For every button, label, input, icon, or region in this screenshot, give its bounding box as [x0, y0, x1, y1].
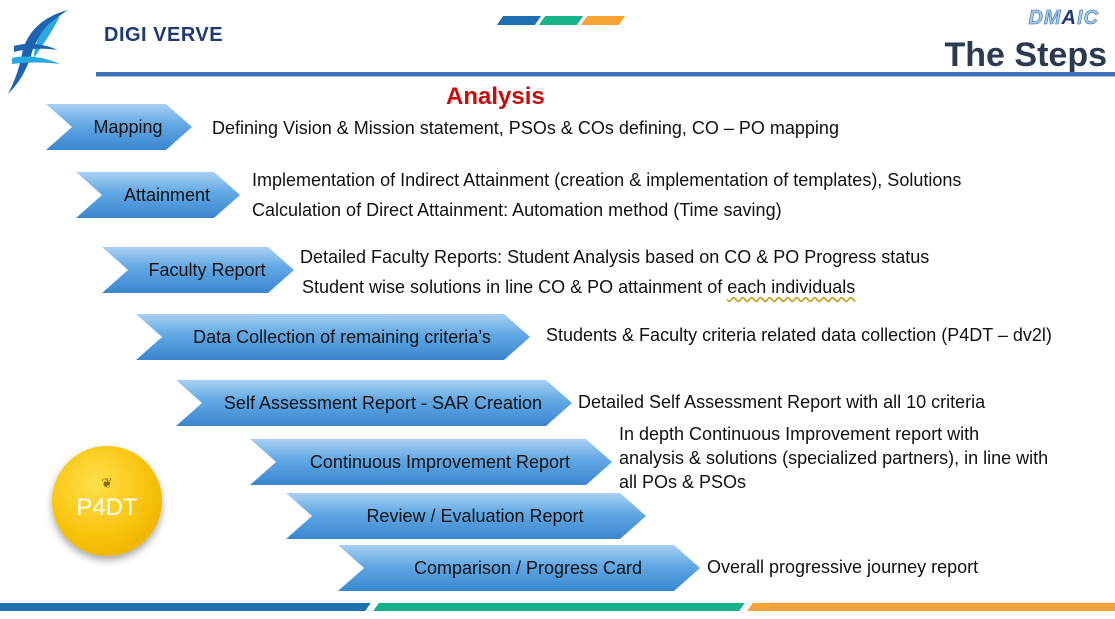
leaf-flame-icon: ❦: [101, 474, 113, 491]
digi-verve-logo-icon: [8, 10, 68, 94]
step-arrow-attainment: Attainment: [76, 172, 240, 218]
step-label: Faculty Report: [148, 259, 266, 280]
step-arrow-continuous-improvement: Continuous Improvement Report: [250, 439, 612, 485]
header-divider-thin: [96, 76, 1115, 77]
footer-bar-green: [373, 603, 745, 611]
step-description: Detailed Self Assessment Report with all…: [578, 392, 986, 412]
step-description: Implementation of Indirect Attainment (c…: [252, 170, 962, 220]
step-arrow-review-evaluation: Review / Evaluation Report: [286, 493, 646, 539]
step-description: Overall progressive journey report: [707, 557, 979, 577]
step-label: Data Collection of remaining criteria’s: [193, 326, 491, 347]
step-description: Detailed Faculty Reports: Student Analys…: [300, 247, 930, 297]
step-description: Defining Vision & Mission statement, PSO…: [212, 118, 839, 138]
p4dt-badge: ❦ P4DT: [52, 446, 162, 556]
step-label: Self Assessment Report - SAR Creation: [223, 392, 543, 413]
step-arrow-mapping: Mapping: [46, 104, 192, 150]
step-description: In depth Continuous Improvement report w…: [619, 424, 1049, 492]
step-label: Attainment: [123, 184, 211, 205]
brand-name: DIGI VERVE: [104, 24, 224, 46]
badge-label: P4DT: [76, 493, 138, 521]
accent-dash-orange: [580, 16, 626, 25]
step-description: Students & Faculty criteria related data…: [546, 325, 1052, 345]
step-label: Continuous Improvement Report: [309, 451, 571, 472]
accent-dash-blue: [496, 16, 542, 25]
accent-dash-green: [538, 16, 584, 25]
step-arrow-faculty-report: Faculty Report: [102, 247, 294, 293]
step-label: Review / Evaluation Report: [366, 505, 584, 526]
section-title: Analysis: [446, 83, 545, 110]
step-label: Comparison / Progress Card: [413, 557, 643, 578]
header-divider: [96, 72, 1115, 76]
dmaic-label: DMAIC: [1028, 7, 1099, 30]
footer-bar-orange: [747, 603, 1115, 611]
step-arrow-comparison-progress: Comparison / Progress Card: [338, 545, 700, 591]
step-arrow-data-collection: Data Collection of remaining criteria’s: [136, 314, 530, 360]
page-title: The Steps: [944, 36, 1107, 74]
step-label: Mapping: [93, 116, 163, 137]
step-arrow-sar-creation: Self Assessment Report - SAR Creation: [176, 380, 572, 426]
footer-bar-blue: [0, 603, 371, 611]
